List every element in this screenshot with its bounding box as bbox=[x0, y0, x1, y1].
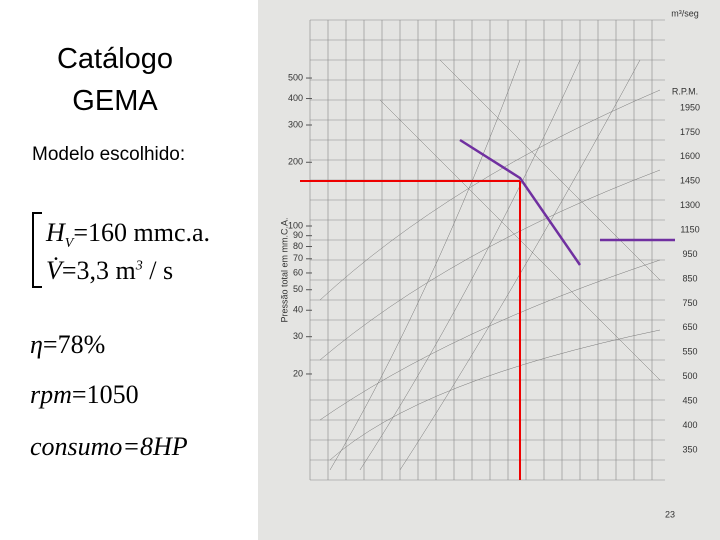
rpm-label: 650 bbox=[682, 322, 697, 332]
rpm-label: 500 bbox=[682, 371, 697, 381]
title-line: GEMA bbox=[72, 85, 158, 117]
y-tick-label: 100 bbox=[288, 220, 303, 230]
symbol: η bbox=[30, 330, 43, 359]
rhs: =8HP bbox=[122, 432, 188, 461]
rhs: =160 mmc.a. bbox=[73, 218, 211, 247]
rpm-label: 1750 bbox=[680, 127, 700, 137]
y-tick-label: 60 bbox=[293, 267, 303, 277]
brace bbox=[32, 212, 42, 288]
rpm-label: 550 bbox=[682, 347, 697, 357]
symbol: consumo bbox=[30, 432, 123, 461]
formula: V̇=3,3 m3 / s bbox=[46, 256, 173, 286]
y-tick-label: 300 bbox=[288, 119, 303, 129]
y-tick-label: 40 bbox=[293, 305, 303, 315]
formula: η=78% bbox=[30, 330, 105, 360]
subtitle: Modelo escolhido: bbox=[32, 144, 186, 165]
symbol: V̇ bbox=[46, 256, 62, 285]
rpm-label: 1450 bbox=[680, 176, 700, 186]
rpm-label: 1950 bbox=[680, 102, 700, 112]
superscript: 3 bbox=[135, 258, 143, 274]
page-number: 23 bbox=[665, 509, 675, 519]
rpm-label: 1150 bbox=[680, 225, 699, 235]
y-tick-label: 20 bbox=[293, 368, 303, 378]
y-tick-label: 70 bbox=[293, 253, 303, 263]
grid bbox=[309, 19, 665, 481]
y-tick-label: 400 bbox=[288, 93, 303, 103]
subscript: V bbox=[64, 236, 74, 252]
rpm-label: 1300 bbox=[680, 200, 700, 210]
rhs: =1050 bbox=[71, 380, 139, 409]
title-line: Catálogo bbox=[56, 43, 174, 75]
rpm-label: 400 bbox=[682, 420, 697, 430]
purple-guide bbox=[459, 138, 582, 266]
tail: / s bbox=[142, 256, 174, 285]
rpm-label: 450 bbox=[682, 396, 697, 406]
rpm-label: 850 bbox=[682, 273, 697, 283]
axis-label: R.P.M. bbox=[672, 86, 698, 96]
axis-label: Pressão total em mm.C.A. bbox=[279, 217, 289, 322]
y-tick-label: 200 bbox=[288, 157, 303, 167]
rhs: =78% bbox=[42, 330, 106, 359]
rhs: =3,3 m bbox=[61, 256, 136, 285]
formula: HV=160 mmc.a. bbox=[46, 218, 210, 252]
axis-label: m³/seg bbox=[671, 8, 699, 18]
y-tick-label: 80 bbox=[293, 241, 303, 251]
y-tick-label: 500 bbox=[288, 72, 303, 82]
rpm-label: 350 bbox=[682, 444, 697, 454]
rpm-label: 950 bbox=[682, 249, 697, 259]
formula: rpm=1050 bbox=[30, 380, 139, 410]
rpm-label: 750 bbox=[682, 298, 697, 308]
rpm-label: 1600 bbox=[680, 151, 700, 161]
symbol: H bbox=[46, 218, 65, 247]
title: Catálogo GEMA bbox=[30, 38, 200, 122]
symbol: rpm bbox=[30, 380, 72, 409]
scan-paper bbox=[258, 0, 720, 540]
y-tick-label: 30 bbox=[293, 331, 303, 341]
y-tick-label: 90 bbox=[293, 230, 303, 240]
y-tick-label: 50 bbox=[293, 284, 303, 294]
formula: consumo=8HP bbox=[30, 432, 188, 462]
